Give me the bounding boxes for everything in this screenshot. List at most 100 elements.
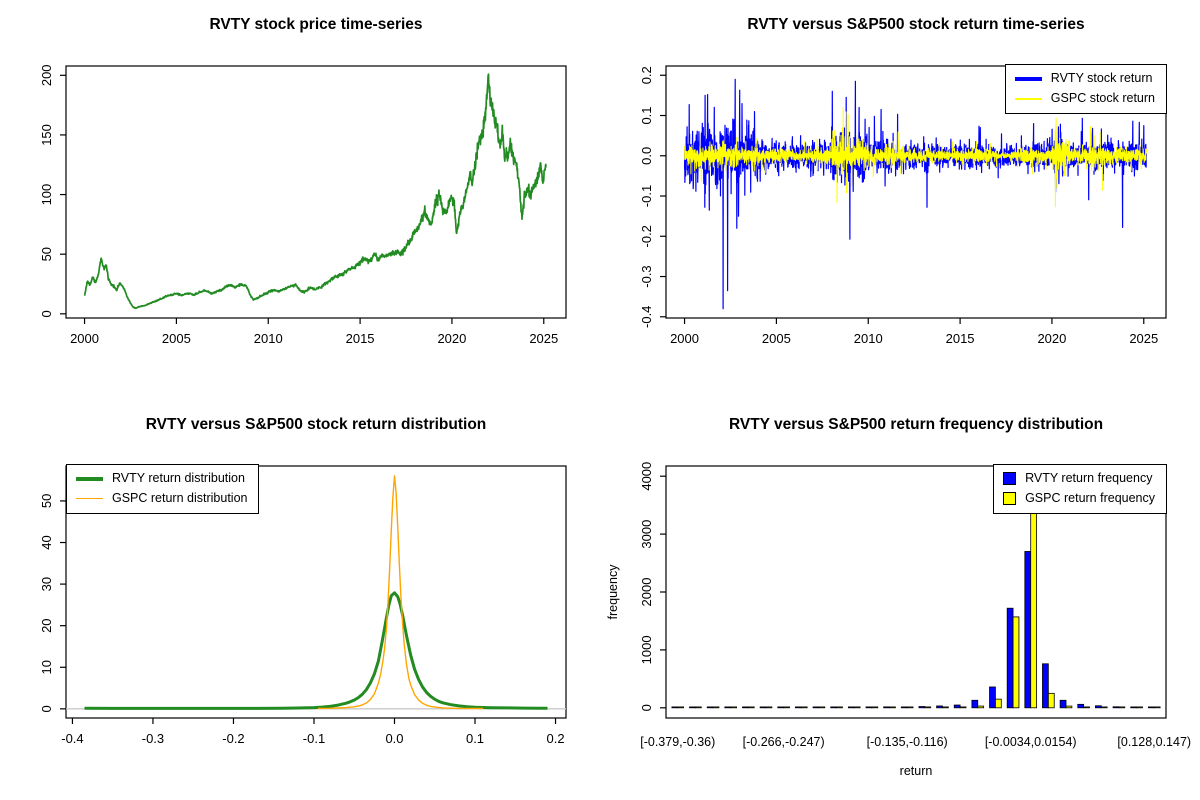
gspc-frequency-bar — [1047, 692, 1055, 709]
gspc-frequency-bar — [1065, 705, 1073, 709]
panel-price-timeseries: RVTY stock price time-series 2000 2005 201… — [0, 0, 600, 400]
rvty-frequency-bar — [1095, 705, 1102, 709]
y-tick-label: 0 — [39, 705, 54, 712]
x-axis-ticks: 2000 2005 2010 2015 2020 2025 — [70, 318, 558, 346]
return-legend: RVTY stock return GSPC stock return — [1004, 64, 1167, 114]
y-tick-label: 10 — [39, 660, 54, 674]
legend-entry: RVTY return distribution — [76, 471, 247, 486]
gspc-frequency-bar — [871, 706, 879, 709]
rvty-frequency-bar — [918, 706, 926, 709]
rvty-frequency-bar — [724, 706, 732, 709]
gspc-frequency-bar — [712, 706, 720, 709]
bin-label: [-0.0034,0.0154) — [985, 735, 1077, 749]
legend-entry: RVTY return frequency — [1003, 471, 1155, 486]
y-tick-label: -0.2 — [639, 225, 654, 247]
gspc-frequency-bar — [800, 706, 808, 709]
x-tick-label: 2025 — [529, 331, 558, 346]
rvty-frequency-bar — [883, 706, 890, 709]
legend-entry: RVTY stock return — [1014, 71, 1155, 86]
rvty-frequency-bar — [847, 706, 855, 709]
x-axis-ticks: 2000 2005 2010 2015 2020 2025 — [670, 318, 1158, 346]
y-tick-label: 200 — [39, 64, 54, 86]
panel-return-timeseries: RVTY versus S&P500 stock return time-ser… — [600, 0, 1200, 400]
y-axis-ticks: 0 1000 2000 3000 4000 — [639, 462, 666, 711]
gspc-frequency-bar — [747, 706, 755, 709]
rvty-frequency-bar — [936, 705, 943, 709]
rvty-frequency-bar — [706, 706, 714, 709]
legend-label: GSPC return frequency — [1025, 490, 1155, 505]
legend-label: GSPC return distribution — [112, 490, 248, 505]
frequency-bars — [671, 481, 1161, 709]
rvty-frequency-bar — [759, 706, 767, 709]
legend-label: RVTY stock return — [1050, 71, 1153, 85]
axes: 2000 2005 2010 2015 2020 2025 0.2 0.1 0.0 -0.1 -0.… — [639, 65, 1167, 346]
rvty-frequency-bar — [1077, 703, 1085, 709]
rvty-frequency-bar — [900, 706, 908, 709]
distribution-legend: RVTY return distribution GSPC return dis… — [66, 464, 260, 514]
rvty-frequency-bar — [1042, 663, 1049, 709]
axes: 0 1000 2000 3000 4000 — [639, 462, 1167, 719]
legend-swatch-gspc-frequency-square — [1003, 492, 1017, 506]
gspc-frequency-bar — [695, 706, 702, 709]
rvty-frequency-bar — [812, 706, 820, 709]
y-tick-label: -0.4 — [639, 306, 654, 328]
plot-box — [665, 65, 1167, 319]
y-tick-label: 0 — [639, 704, 654, 711]
gspc-frequency-bar — [818, 706, 826, 709]
gspc-frequency-bar — [924, 706, 932, 709]
rvty-frequency-bar — [989, 686, 996, 709]
gspc-frequency-bar — [995, 698, 1002, 709]
return-chart-title: RVTY versus S&P500 stock return time-ser… — [747, 16, 1085, 33]
gspc-frequency-bar — [1012, 616, 1020, 709]
legend-label: GSPC stock return — [1050, 90, 1155, 105]
return-chart: 2000 2005 2010 2015 2020 2025 0.2 0.1 0.0 -0.1 -0.… — [639, 65, 1167, 346]
y-tick-label: 50 — [39, 494, 54, 508]
y-axis-ticks: 0 10 20 30 40 50 — [39, 494, 66, 712]
rvty-density-curve — [84, 591, 548, 710]
y-tick-label: -0.1 — [639, 185, 654, 207]
plot-box — [65, 65, 567, 319]
legend-label: RVTY return distribution — [112, 471, 245, 485]
x-tick-label: 2025 — [1129, 331, 1158, 346]
distribution-chart: -0.4 -0.3 -0.2 -0.1 0.0 0.1 0.2 0 10 20 30 40 50 — [39, 465, 567, 746]
x-tick-label: 2000 — [670, 331, 699, 346]
x-tick-label: 2010 — [854, 331, 883, 346]
rvty-frequency-bar — [971, 699, 979, 709]
bin-label: [-0.135,-0.116) — [867, 735, 948, 749]
legend-entry: GSPC return frequency — [1003, 490, 1155, 506]
rvty-frequency-bar — [689, 706, 696, 709]
rvty-return-series — [684, 78, 1147, 310]
y-tick-label: -0.3 — [639, 265, 654, 287]
y-tick-label: 0.1 — [639, 106, 654, 124]
y-tick-label: 1000 — [639, 635, 654, 664]
rvty-frequency-bar — [1130, 706, 1137, 709]
x-tick-label: 2020 — [1037, 331, 1066, 346]
x-tick-label: -0.3 — [142, 731, 164, 746]
axes: 2000 2005 2010 2015 2020 2025 0 50 100 150 200 — [39, 64, 567, 346]
legend-swatch-rvty-density-line — [76, 477, 103, 481]
rvty-frequency-bar — [865, 706, 873, 709]
x-axis-label-return: return — [899, 764, 933, 778]
legend-entry: GSPC stock return — [1014, 90, 1155, 106]
x-tick-label: 0.1 — [466, 731, 484, 746]
legend-label: RVTY return frequency — [1025, 471, 1153, 485]
rvty-price-line — [83, 73, 547, 310]
legend-swatch-rvty-return-line — [1014, 76, 1042, 81]
y-tick-label: 40 — [39, 535, 54, 549]
gspc-frequency-bar — [1083, 706, 1090, 709]
y-tick-label: 3000 — [639, 520, 654, 549]
gspc-frequency-bar — [1136, 706, 1143, 709]
gspc-frequency-bar — [836, 706, 843, 709]
frequency-chart: 0 1000 2000 3000 4000 [-0.379,-0.36) [-0.266,-… — [639, 462, 1191, 749]
axes: -0.4 -0.3 -0.2 -0.1 0.0 0.1 0.2 0 10 20 30 40 50 — [39, 465, 567, 746]
distribution-chart-title: RVTY versus S&P500 stock return distribu… — [145, 416, 487, 433]
rvty-frequency-bar — [1024, 551, 1032, 709]
x-tick-label: 2005 — [762, 331, 791, 346]
x-tick-label: 2000 — [70, 331, 99, 346]
bin-label: [-0.379,-0.36) — [640, 735, 715, 749]
rvty-frequency-bar — [1006, 607, 1014, 709]
legend-swatch-gspc-return-line — [1014, 97, 1042, 100]
x-tick-label: 2015 — [946, 331, 975, 346]
rvty-frequency-bar — [830, 706, 837, 709]
gspc-frequency-bar — [1118, 706, 1126, 709]
